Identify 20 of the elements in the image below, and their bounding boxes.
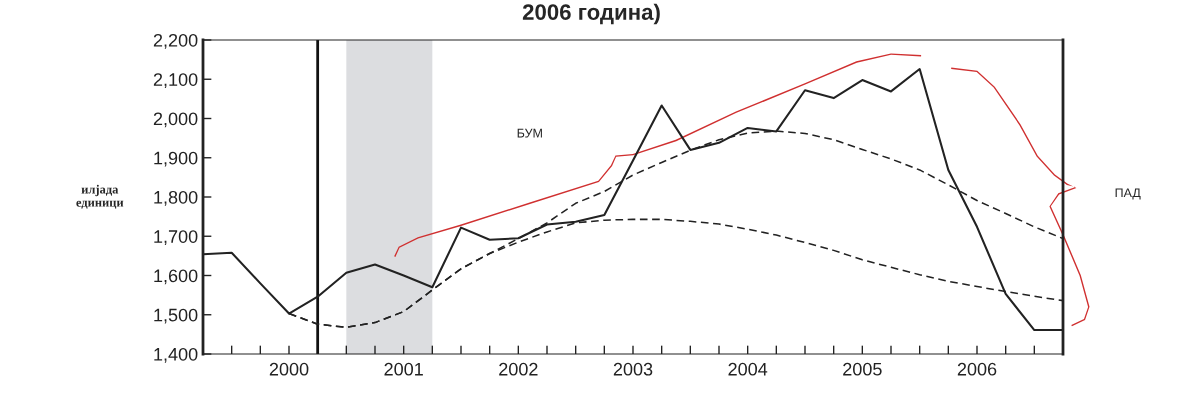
y-tick-label: 2,000 <box>153 112 198 128</box>
y-tick-label: 1,700 <box>154 230 198 246</box>
y-axis-title: илјада единици <box>76 184 124 209</box>
text: ПАД <box>1115 188 1141 200</box>
x-tick-label: 2000 <box>269 362 309 376</box>
y-tick-label: 1,400 <box>154 347 198 363</box>
annotation: БУМ <box>517 128 542 138</box>
y-tick-label: 1,500 <box>154 308 198 324</box>
x-tick-label: 2004 <box>728 362 768 376</box>
y-tick-label: 1,800 <box>154 190 198 206</box>
y-tick-label: 1,900 <box>154 151 198 167</box>
x-tick-label: 2005 <box>843 362 882 376</box>
x-tick-label: 2001 <box>384 362 423 376</box>
x-tick-label: 2006 <box>957 362 997 376</box>
x-tick-label: 2003 <box>613 362 653 376</box>
y-tick-label: 1,600 <box>154 269 198 285</box>
chart-title: 2006 година) <box>522 3 660 25</box>
y-tick-label: 2,100 <box>153 73 198 89</box>
y-tick-label: 2,200 <box>153 33 198 49</box>
x-tick-label: 2002 <box>499 362 538 376</box>
